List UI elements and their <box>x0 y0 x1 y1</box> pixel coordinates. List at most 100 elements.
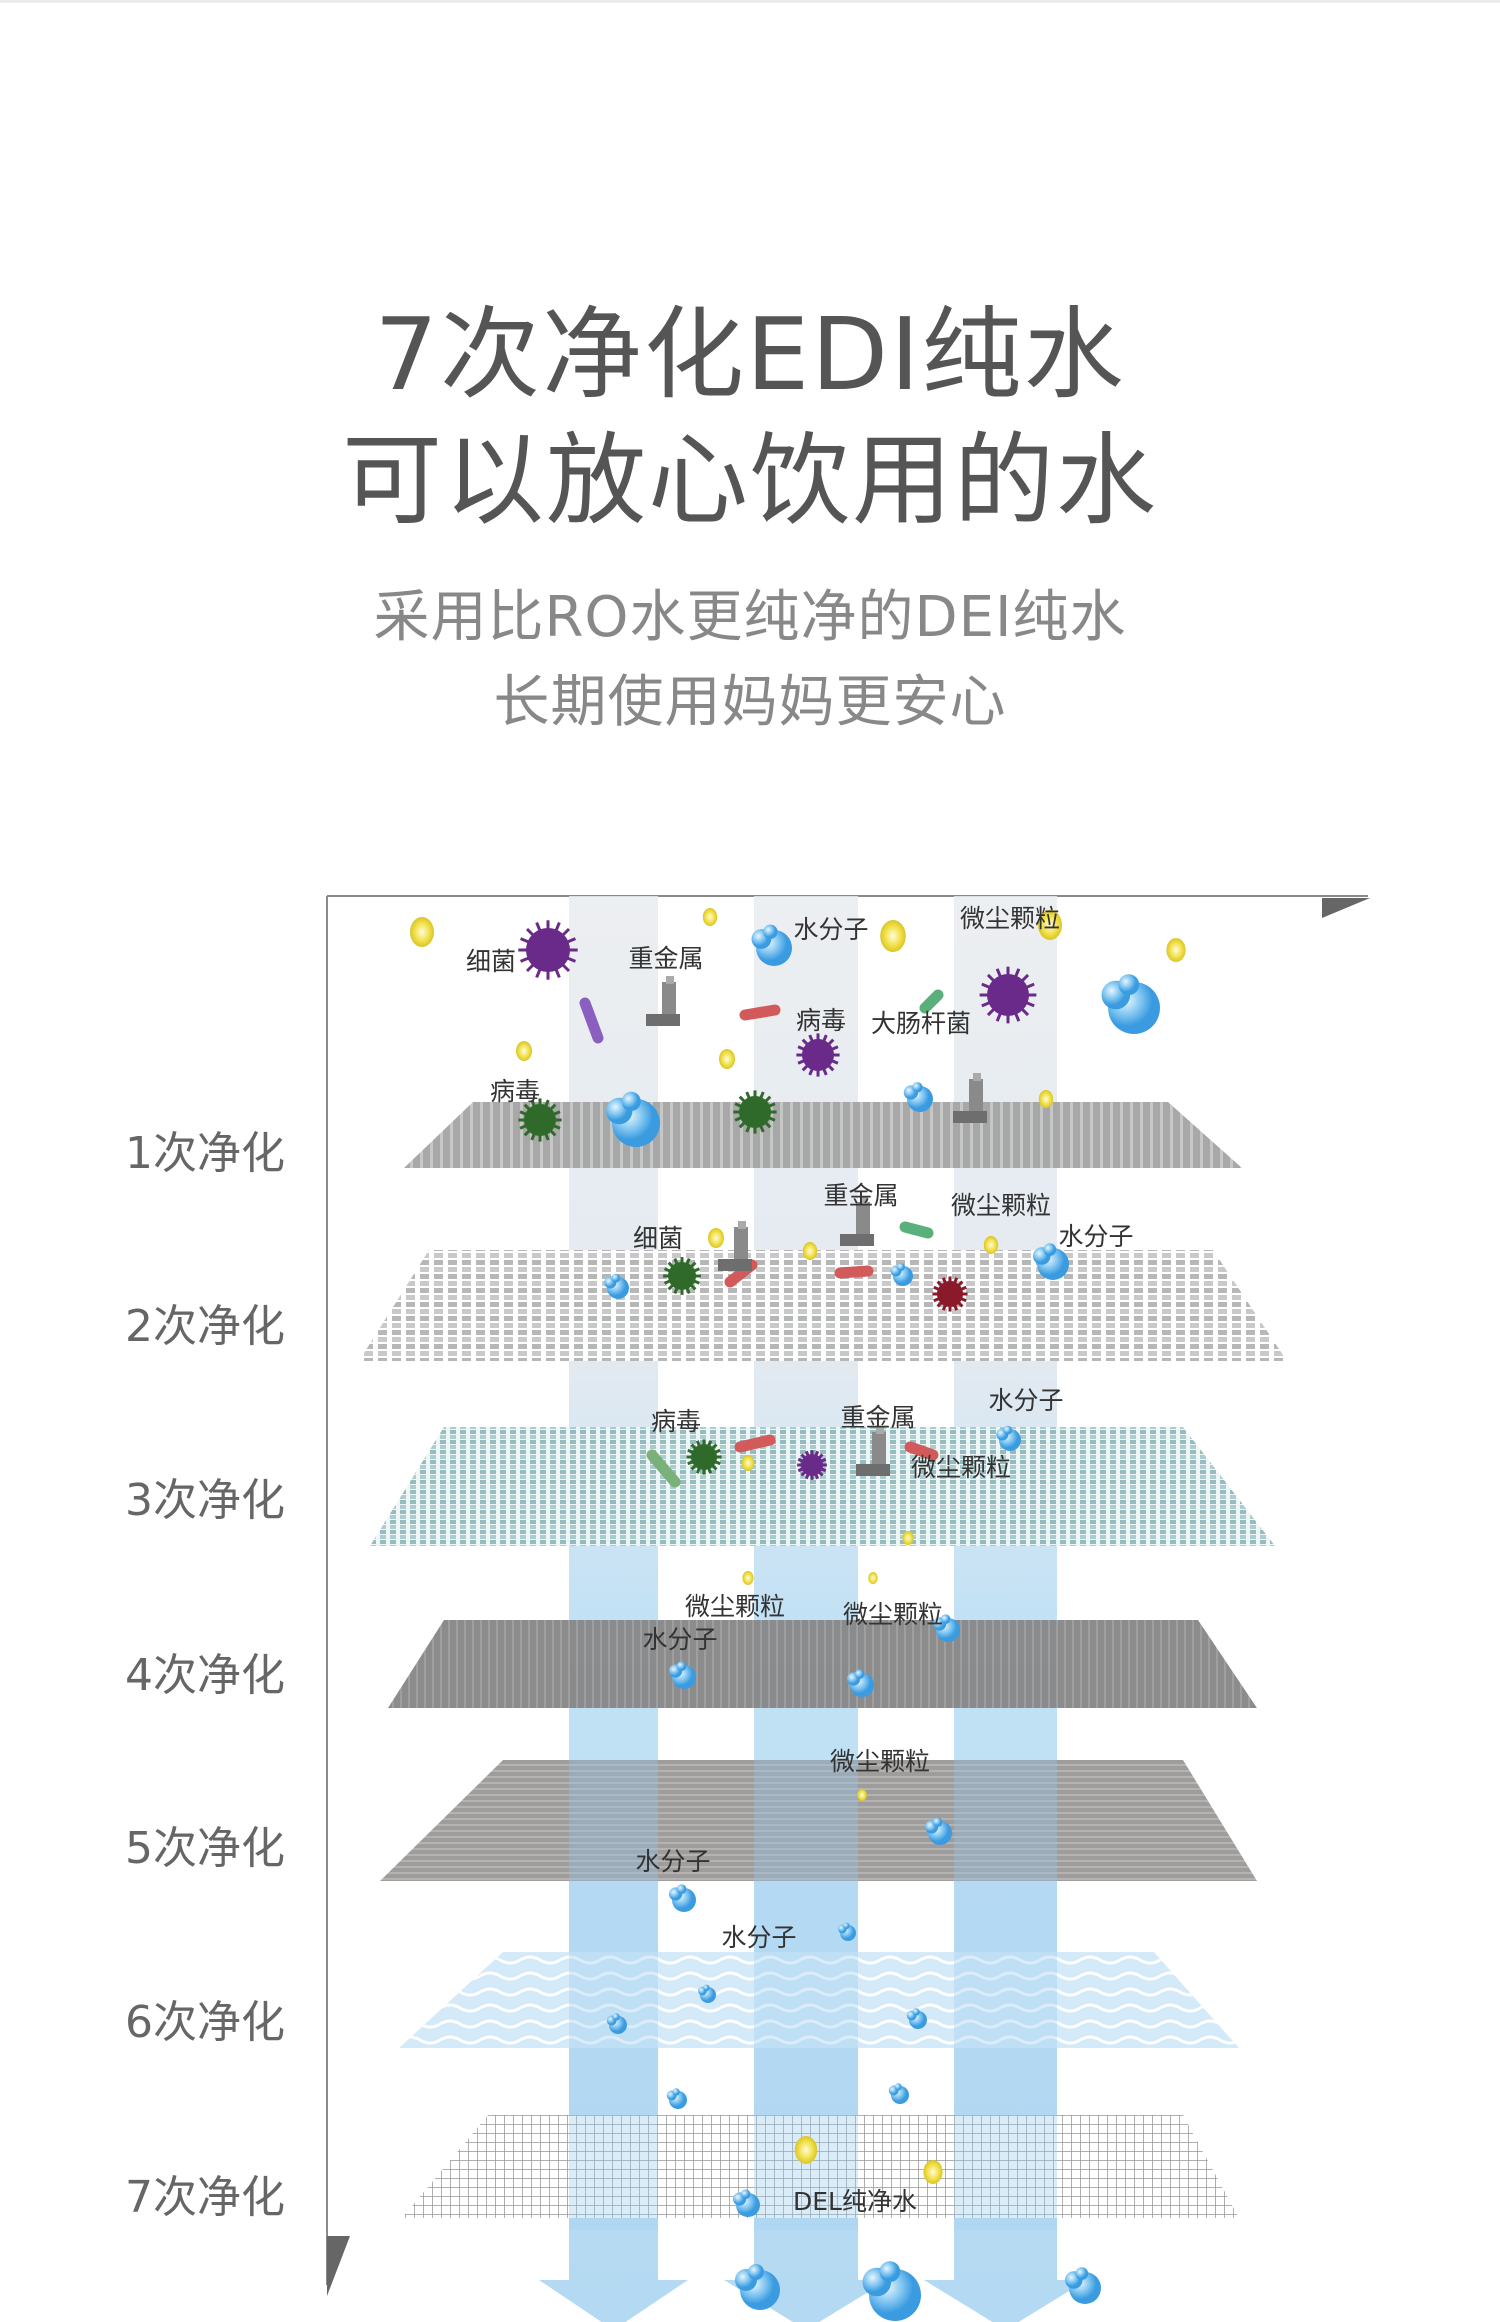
stage-label-1: 1次净化 <box>125 1128 285 1179</box>
particle-label: 水分子 <box>642 1625 717 1654</box>
dust-particle-icon <box>708 1228 724 1248</box>
dust-particle-icon <box>719 1049 735 1069</box>
water-molecule-icon <box>838 1922 856 1941</box>
water-molecule-icon <box>890 1263 913 1286</box>
stage-label-3: 3次净化 <box>125 1475 285 1526</box>
particle-label: 重金属 <box>628 944 703 973</box>
particle-label: 病毒 <box>651 1407 701 1436</box>
particle-label: 水分子 <box>793 915 868 944</box>
particle-label: 重金属 <box>823 1181 898 1210</box>
virus-icon <box>979 966 1037 1024</box>
particle-label: 细菌 <box>466 947 516 976</box>
dust-particle-icon <box>880 920 906 952</box>
water-molecule-icon <box>733 2189 760 2217</box>
virus-icon <box>518 1098 562 1142</box>
particle-label: 水分子 <box>635 1847 710 1876</box>
dust-particle-icon <box>1038 1090 1054 1108</box>
dust-particle-icon <box>702 908 718 926</box>
particle-label: 病毒 <box>490 1077 540 1106</box>
water-molecule-icon <box>666 2088 687 2109</box>
page-title: 7次净化EDI纯水 <box>374 296 1126 413</box>
stage-label-5: 5次净化 <box>125 1823 285 1874</box>
particle-label: 微尘颗粒 <box>843 1600 943 1629</box>
water-molecule-icon <box>606 2013 627 2034</box>
water-molecule-icon <box>906 2008 927 2029</box>
bacteria-rod-icon <box>579 997 604 1044</box>
stage-label-4: 4次净化 <box>125 1650 285 1701</box>
particle-label: 水分子 <box>1058 1222 1133 1251</box>
water-molecule-icon <box>669 1884 696 1912</box>
water-molecule-icon <box>888 2083 909 2104</box>
filter-layer-4 <box>388 1620 1257 1708</box>
virus-icon <box>796 1033 840 1077</box>
water-molecule-icon <box>1033 1243 1069 1280</box>
dust-particle-icon <box>410 917 434 947</box>
water-molecule-icon <box>1065 2267 1101 2304</box>
water-molecule-icon <box>996 1425 1021 1451</box>
dust-particle-icon <box>741 1455 755 1471</box>
frame-corner-arrow <box>327 2236 350 2296</box>
virus-icon <box>932 1276 968 1312</box>
water-molecule-icon <box>735 2264 780 2310</box>
dust-particle-icon <box>868 1572 878 1584</box>
virus-icon <box>518 920 578 980</box>
bacteria-rod-icon <box>734 1434 776 1453</box>
water-molecule-icon <box>604 1273 629 1299</box>
heavy-metal-icon <box>646 976 680 1026</box>
water-molecule-icon <box>903 1082 933 1112</box>
particle-label: DEL纯净水 <box>793 2187 917 2216</box>
frame-corner-arrow <box>1322 898 1370 918</box>
dust-particle-icon <box>902 1531 914 1545</box>
filter-layer-3 <box>370 1427 1275 1546</box>
virus-icon <box>797 1450 827 1480</box>
particle-label: 微尘颗粒 <box>685 1592 785 1621</box>
heavy-metal-icon <box>840 1196 874 1246</box>
particle-label: 细菌 <box>633 1224 683 1253</box>
virus-icon <box>733 1090 777 1134</box>
water-flow-overlay <box>954 1760 1057 2230</box>
dust-particle-icon <box>794 2136 818 2164</box>
water-flow-overlay <box>569 1760 658 2230</box>
virus-icon <box>686 1439 722 1475</box>
particle-label: 水分子 <box>721 1923 796 1952</box>
heavy-metal-icon <box>856 1426 890 1476</box>
dust-particle-icon <box>802 1242 818 1260</box>
subtitle: 采用比RO水更纯净的DEI纯水 <box>373 585 1127 650</box>
virus-icon <box>663 1257 701 1295</box>
heavy-metal-icon <box>953 1073 987 1123</box>
subtitle-line2: 长期使用妈妈更安心 <box>493 670 1007 735</box>
dust-particle-icon <box>1166 938 1186 962</box>
water-molecule-icon <box>925 1817 952 1845</box>
bacteria-rod-icon <box>919 989 944 1014</box>
filter-layer-5 <box>380 1760 1257 1881</box>
water-molecule-icon <box>698 1984 716 2003</box>
stage-label-7: 7次净化 <box>125 2172 285 2223</box>
filter-layer-2 <box>359 1250 1287 1361</box>
water-molecule-icon <box>862 2261 921 2321</box>
water-molecule-icon <box>606 1091 660 1147</box>
bacteria-rod-icon <box>646 1449 681 1488</box>
heavy-metal-icon <box>718 1221 752 1271</box>
page-title-line2: 可以放心饮用的水 <box>342 422 1158 539</box>
water-molecule-icon <box>933 1614 960 1642</box>
particle-label: 水分子 <box>988 1386 1063 1415</box>
water-molecule-icon <box>669 1661 696 1689</box>
dust-particle-icon <box>742 1571 754 1585</box>
water-molecule-icon <box>751 924 792 966</box>
dust-particle-icon <box>857 1789 867 1801</box>
particle-label: 微尘颗粒 <box>960 904 1060 933</box>
dust-particle-icon <box>923 2160 943 2184</box>
bacteria-rod-icon <box>739 1004 781 1021</box>
stage-label-2: 2次净化 <box>125 1301 285 1352</box>
filter-layer-7 <box>402 2115 1239 2218</box>
water-molecule-icon <box>847 1669 874 1697</box>
bacteria-rod-icon <box>904 1441 939 1461</box>
top-divider <box>0 0 1500 3</box>
bacteria-rod-icon <box>899 1221 934 1239</box>
water-molecule-icon <box>1101 974 1160 1034</box>
bacteria-rod-icon <box>834 1265 874 1279</box>
stage-label-6: 6次净化 <box>125 1997 285 2048</box>
particle-label: 微尘颗粒 <box>951 1191 1051 1220</box>
particle-label: 微尘颗粒 <box>911 1453 1011 1482</box>
